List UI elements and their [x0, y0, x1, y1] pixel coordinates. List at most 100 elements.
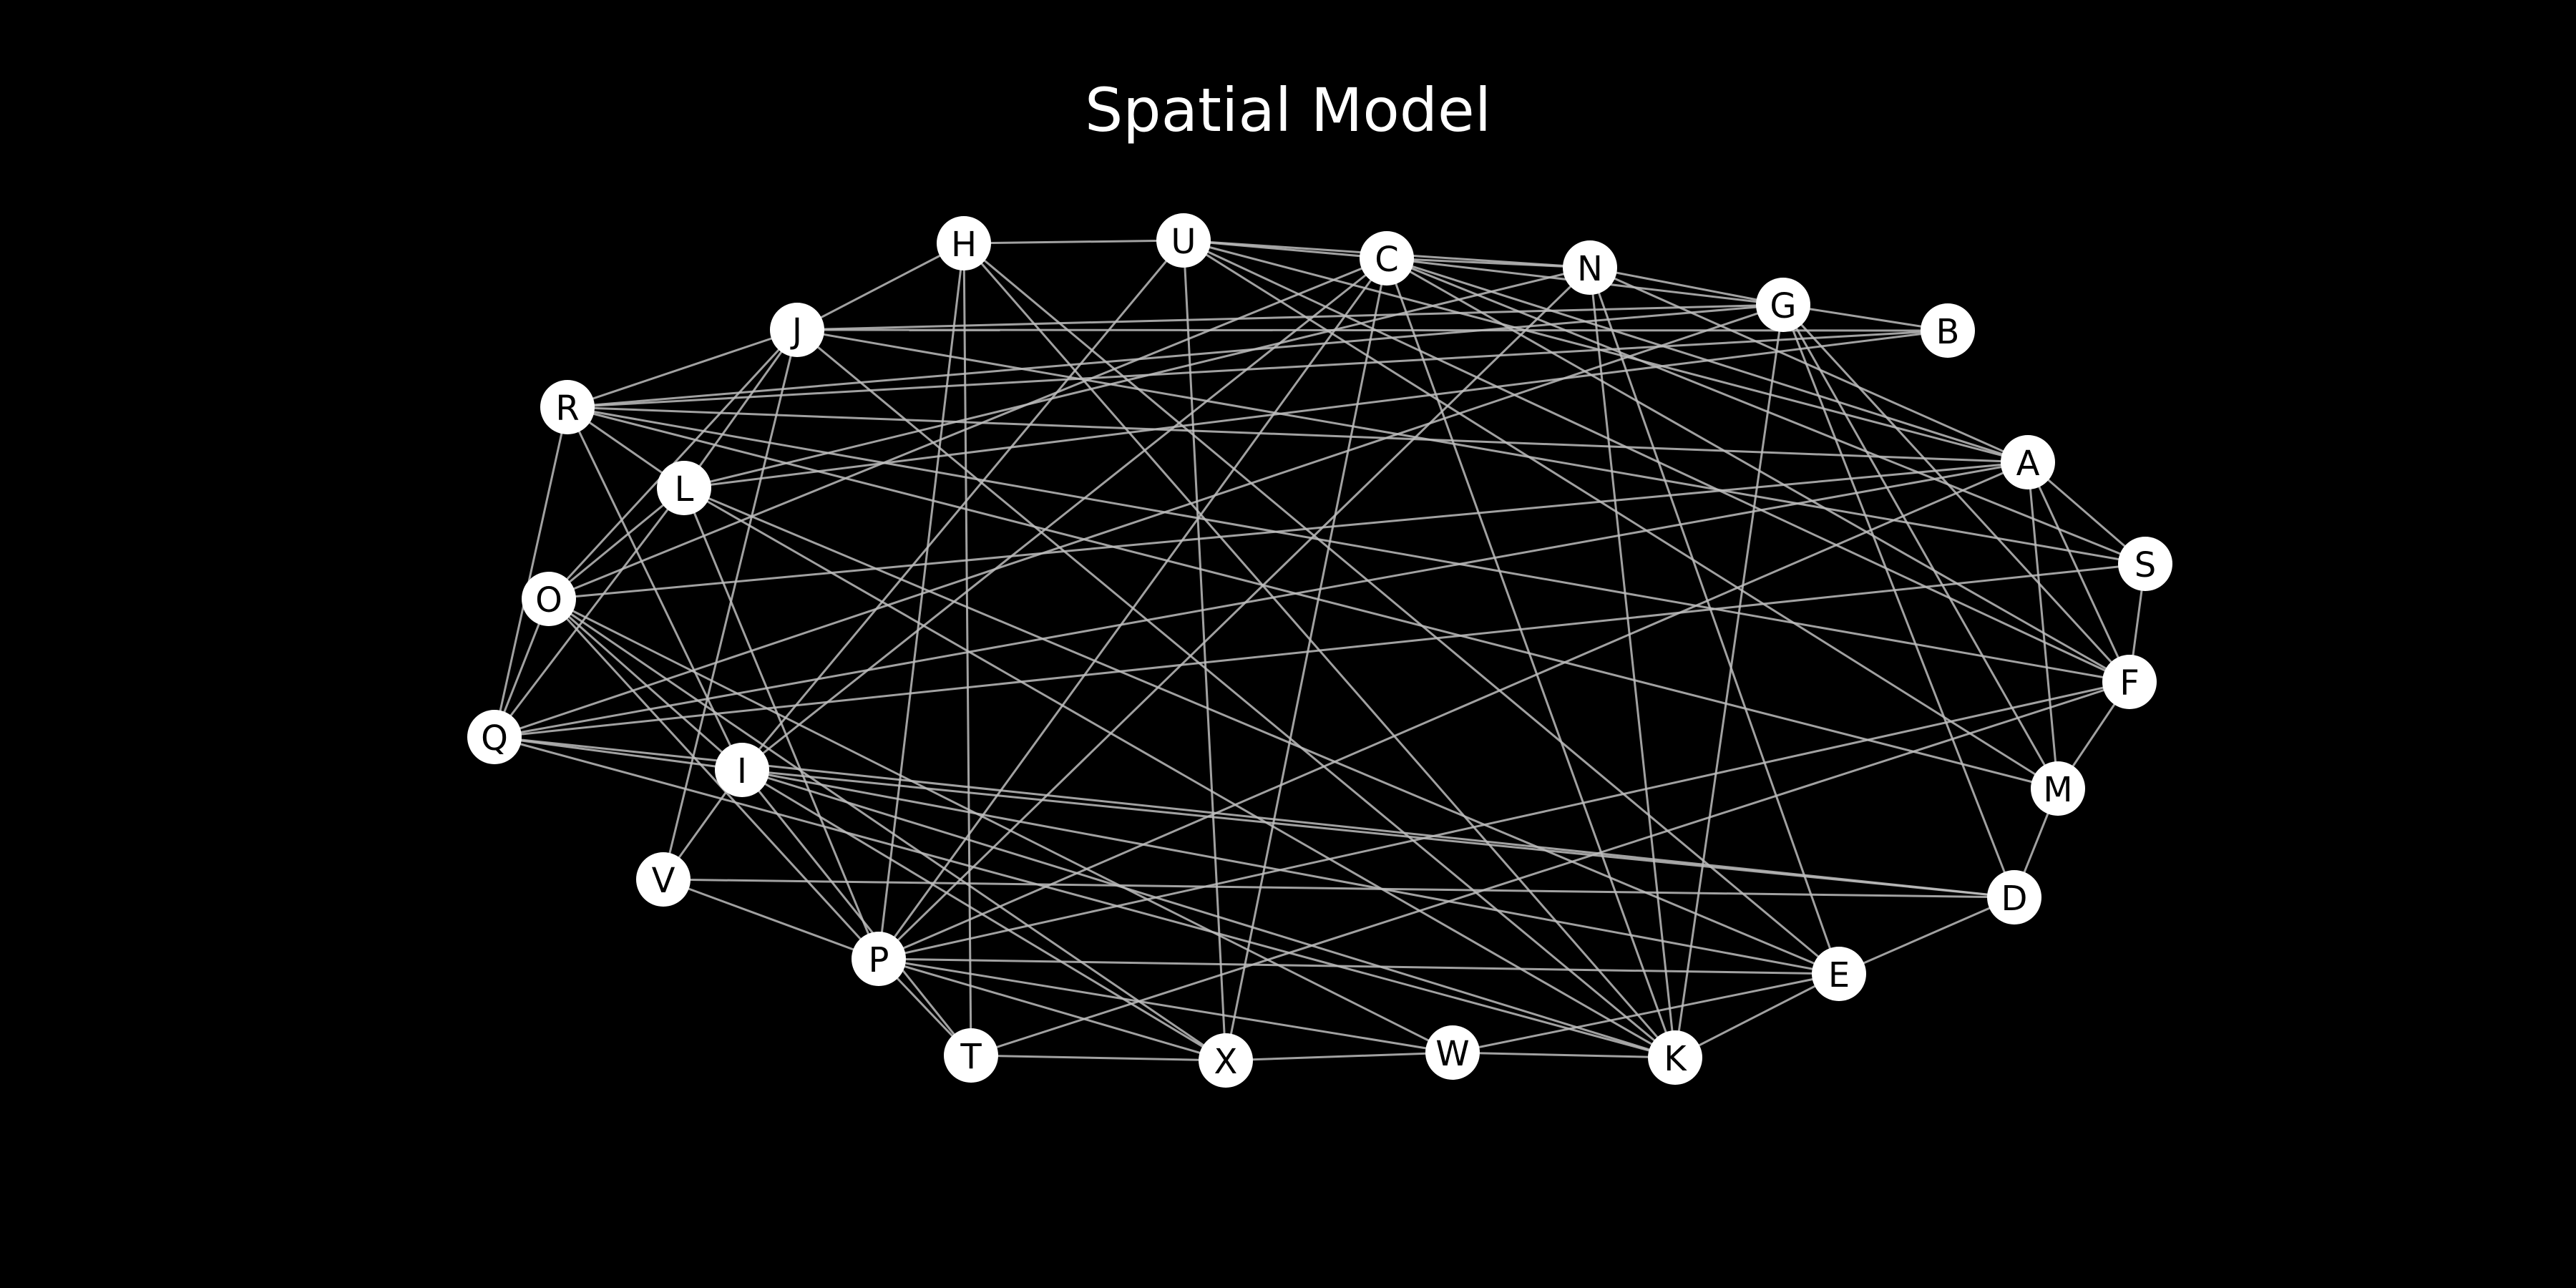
node-S: S	[2118, 537, 2172, 591]
node-label: W	[1435, 1034, 1469, 1074]
node-label: V	[652, 861, 675, 901]
edge-Q-R	[493, 406, 569, 738]
node-T: T	[944, 1028, 998, 1083]
node-J: J	[770, 303, 824, 357]
edge-C-I	[741, 257, 1387, 771]
node-circle	[657, 461, 711, 515]
edge-K-Q	[494, 736, 1676, 1059]
edge-A-F	[2026, 462, 2131, 683]
nodes-layer: A B C D E F G H I J K L M N O P Q R S T U V W X	[467, 213, 2172, 1088]
edge-P-V	[663, 878, 879, 960]
edge-K-I	[741, 769, 1676, 1059]
edge-W-X	[1225, 1051, 1453, 1062]
edge-A-O	[548, 461, 2029, 600]
edge-A-Q	[494, 461, 2029, 738]
edge-H-P	[877, 243, 965, 960]
edge-T-I	[741, 769, 972, 1056]
node-label: L	[675, 469, 694, 509]
node-B: B	[1921, 303, 1975, 358]
node-circle	[1812, 947, 1866, 1001]
edge-B-J	[796, 328, 1948, 332]
node-label: U	[1171, 222, 1196, 262]
edge-G-B	[1782, 303, 1948, 332]
node-R: R	[540, 380, 595, 434]
edge-D-V	[663, 878, 2015, 899]
node-circle	[636, 852, 691, 907]
edge-C-K	[1385, 258, 1677, 1058]
node-A: A	[2001, 435, 2055, 489]
node-E: E	[1812, 947, 1866, 1001]
node-W: W	[1425, 1025, 1480, 1080]
node-circle	[2001, 435, 2055, 489]
node-F: F	[2102, 655, 2157, 709]
node-circle	[1199, 1033, 1253, 1088]
edge-H-J	[796, 242, 965, 331]
edge-N-K	[1589, 267, 1677, 1058]
edge-P-O	[547, 597, 880, 960]
node-circle	[1756, 278, 1810, 332]
node-L: L	[657, 461, 711, 515]
node-label: T	[960, 1037, 982, 1077]
edge-X-O	[548, 597, 1226, 1062]
edge-N-A	[1589, 266, 2029, 464]
node-circle	[1156, 213, 1211, 268]
edge-A-P	[878, 461, 2029, 960]
edge-N-G	[1589, 266, 1784, 306]
edge-X-T	[970, 1054, 1226, 1062]
node-X: X	[1199, 1033, 1253, 1088]
node-circle	[1987, 870, 2041, 924]
edge-C-F	[1386, 257, 2130, 683]
node-circle	[467, 710, 522, 764]
node-K: K	[1648, 1030, 1702, 1085]
node-label: H	[951, 225, 977, 265]
edge-H-E	[963, 242, 1840, 975]
edge-S-Q	[494, 562, 2146, 738]
edge-K-L	[683, 487, 1676, 1059]
node-label: S	[2135, 545, 2156, 585]
node-label: O	[535, 580, 562, 620]
node-label: J	[790, 311, 802, 351]
node-circle	[1648, 1030, 1702, 1085]
edge-W-O	[548, 597, 1453, 1054]
node-label: N	[1577, 249, 1603, 289]
edge-I-Q	[494, 736, 743, 771]
node-O: O	[522, 572, 576, 626]
edge-B-R	[567, 329, 1948, 409]
edge-G-Q	[494, 303, 1784, 738]
node-circle	[1921, 303, 1975, 358]
edge-K-W	[1452, 1051, 1676, 1059]
edge-F-R	[567, 406, 2130, 683]
edge-E-K	[1674, 972, 1840, 1059]
edge-U-A	[1183, 239, 2029, 464]
edge-K-J	[796, 328, 1676, 1059]
node-circle	[2031, 761, 2085, 816]
edge-B-L	[683, 329, 1948, 489]
edge-C-S	[1386, 257, 2146, 565]
node-M: M	[2031, 761, 2085, 816]
edge-N-P	[877, 266, 1591, 960]
edge-E-L	[683, 487, 1840, 975]
edge-L-J	[683, 329, 799, 489]
node-Q: Q	[467, 710, 522, 764]
node-G: G	[1756, 278, 1810, 332]
node-D: D	[1987, 870, 2041, 924]
node-label: E	[1828, 955, 1850, 995]
node-label: X	[1214, 1042, 1238, 1082]
edge-X-P	[878, 957, 1226, 1062]
edge-G-K	[1674, 304, 1785, 1058]
node-U: U	[1156, 213, 1211, 268]
node-label: A	[2016, 444, 2040, 484]
edge-D-I	[741, 769, 2015, 899]
node-circle	[715, 743, 769, 797]
edge-C-N	[1386, 257, 1591, 269]
edge-Q-L	[493, 487, 686, 738]
edges-layer	[493, 239, 2147, 1062]
edge-F-P	[878, 680, 2130, 960]
node-label: D	[2001, 879, 2028, 919]
edge-U-I	[741, 240, 1185, 771]
edge-D-E	[1838, 896, 2015, 975]
diagram-title: Spatial Model	[1084, 75, 1492, 145]
node-I: I	[715, 743, 769, 797]
